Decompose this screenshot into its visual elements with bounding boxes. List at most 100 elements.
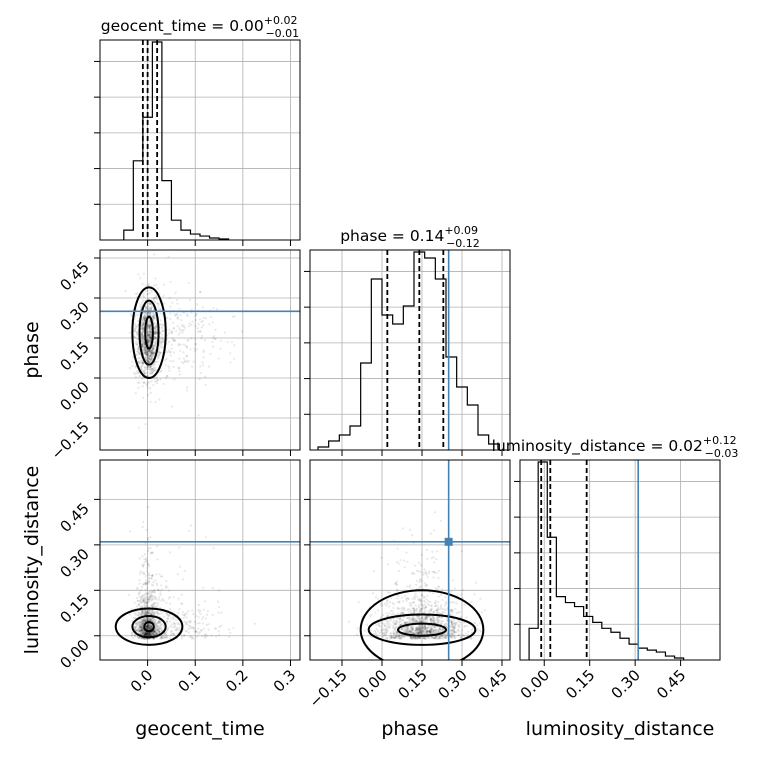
sample-point [158,621,162,625]
sample-point [438,617,442,620]
x-tick-label: 0.15 [394,666,430,702]
sample-point [443,611,446,614]
sample-point [392,606,395,610]
sample-point [138,630,141,633]
sample-point [151,591,154,594]
sample-point [154,314,157,317]
sample-point [146,350,149,353]
sample-point [381,631,384,634]
sample-point [385,612,388,615]
sample-point [143,561,146,564]
sample-point [155,326,158,330]
sample-point [144,307,148,310]
sample-point [143,612,146,616]
sample-point [418,617,422,621]
sample-point [158,573,161,576]
sample-point [142,633,145,636]
sample-point [386,602,389,605]
sample-point [201,361,204,364]
sample-point [153,591,156,594]
sample-point [407,631,410,634]
sample-point [164,586,167,590]
sample-point [166,628,169,631]
sample-point [440,630,443,633]
sample-point [412,607,415,610]
sample-point [148,631,151,635]
sample-point [418,629,421,632]
sample-point [155,324,158,327]
sample-point [397,635,401,638]
sample-point [160,634,164,637]
sample-point [145,617,148,621]
sample-point [435,611,438,615]
sample-point [149,612,152,616]
sample-point [147,579,151,583]
sample-point [412,607,415,610]
sample-point [140,613,143,616]
sample-point [155,331,158,334]
sample-point [150,594,153,597]
sample-point [146,289,149,292]
sample-point [375,627,378,630]
sample-point [205,623,208,626]
sample-point [420,624,424,627]
sample-point [139,626,143,629]
sample-point [143,637,146,640]
sample-point [153,601,156,604]
sample-point [418,585,421,589]
sample-point [429,618,432,621]
sample-point [407,630,410,633]
sample-point [146,297,150,300]
sample-point [151,611,154,614]
sample-point [183,613,186,617]
sample-point [144,351,147,354]
sample-point [398,617,402,620]
sample-point [177,344,180,347]
sample-point [423,637,426,640]
x-axis-label: phase [381,718,438,740]
sample-point [153,332,156,335]
sample-point [146,609,149,613]
sample-point [383,631,386,635]
sample-point [146,625,149,628]
sample-point [430,629,433,633]
sample-point [419,602,422,606]
sample-point [147,627,150,630]
sample-point [422,636,426,639]
sample-point [141,594,144,597]
sample-point [403,608,406,612]
sample-point [433,626,436,629]
sample-point [147,361,150,364]
sample-point [141,327,144,330]
sample-point [479,597,482,601]
sample-point [163,632,166,635]
sample-point [435,608,439,611]
sample-point [143,345,147,348]
sample-point [404,597,408,601]
sample-point [420,619,423,623]
sample-point [153,351,156,354]
sample-point [204,317,208,320]
sample-point [148,628,151,631]
sample-point [392,624,395,627]
sample-point [134,622,138,625]
sample-point [145,616,148,620]
sample-point [146,324,150,328]
sample-point [454,623,457,626]
sample-point [144,602,147,606]
sample-point [149,633,153,636]
sample-point [152,384,155,387]
sample-point [413,609,416,612]
sample-point [139,626,142,629]
sample-point [138,375,141,378]
sample-point [141,622,144,625]
sample-point [152,352,155,355]
sample-point [402,619,405,622]
sample-point [426,630,429,633]
sample-point [195,635,199,638]
sample-point [434,630,437,633]
sample-point [145,631,148,634]
sample-point [420,630,423,633]
sample-point [147,631,150,634]
sample-point [204,636,207,639]
